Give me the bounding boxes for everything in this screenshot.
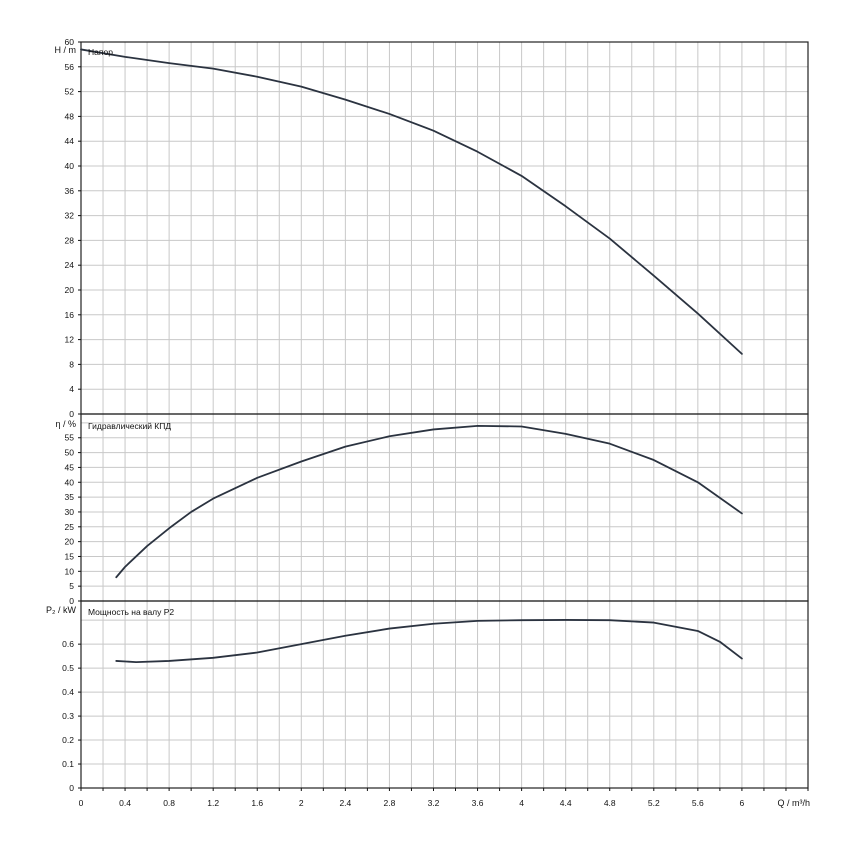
- panel-frames: [80, 41, 809, 789]
- x-tick-label: 0.4: [119, 798, 131, 808]
- y-tick-label: 60: [65, 37, 75, 47]
- y-tick-label: 0.6: [62, 639, 74, 649]
- y-tick-label: 0.5: [62, 663, 74, 673]
- y-tick-label: 0.4: [62, 687, 74, 697]
- grid-lines: [81, 42, 808, 788]
- head-panel-title: Напор: [88, 47, 113, 57]
- y-tick-label: 10: [65, 566, 75, 576]
- x-tick-label: 2: [299, 798, 304, 808]
- x-tick-label: 4: [519, 798, 524, 808]
- y-tick-label: 8: [69, 359, 74, 369]
- x-tick-label: 0.8: [163, 798, 175, 808]
- y-tick-label: 0: [69, 783, 74, 793]
- x-tick-label: 5.6: [692, 798, 704, 808]
- labels: 0481216202428323640444852566005101520253…: [62, 37, 809, 808]
- power-curve: [115, 619, 743, 664]
- y-tick-label: 40: [65, 477, 75, 487]
- x-tick-label: 5.2: [648, 798, 660, 808]
- y-tick-label: 16: [65, 310, 75, 320]
- efficiency-panel-title: Гидравлический КПД: [88, 421, 171, 431]
- x-tick-label: 0: [79, 798, 84, 808]
- y-tick-label: 0: [69, 596, 74, 606]
- power-panel-title: Мощность на валу P2: [88, 607, 174, 617]
- head-y-axis-label: H / m: [55, 45, 77, 55]
- efficiency-curve: [115, 424, 743, 579]
- y-tick-label: 48: [65, 111, 75, 121]
- x-tick-label: 3.6: [472, 798, 484, 808]
- y-tick-label: 28: [65, 235, 75, 245]
- y-tick-label: 30: [65, 507, 75, 517]
- y-tick-label: 0.3: [62, 711, 74, 721]
- y-tick-label: 15: [65, 551, 75, 561]
- y-tick-label: 12: [65, 335, 75, 345]
- curves: [80, 48, 743, 664]
- y-tick-label: 4: [69, 384, 74, 394]
- y-tick-label: 0.1: [62, 759, 74, 769]
- x-tick-label: 6: [740, 798, 745, 808]
- x-tick-label: 2.8: [384, 798, 396, 808]
- y-tick-label: 24: [65, 260, 75, 270]
- y-tick-label: 45: [65, 462, 75, 472]
- head-panel-frame: [80, 41, 809, 415]
- y-tick-label: 32: [65, 211, 75, 221]
- y-tick-label: 20: [65, 537, 75, 547]
- y-tick-label: 0.2: [62, 735, 74, 745]
- y-tick-label: 50: [65, 448, 75, 458]
- y-tick-label: 35: [65, 492, 75, 502]
- y-tick-label: 56: [65, 62, 75, 72]
- y-tick-label: 44: [65, 136, 75, 146]
- head-curve: [80, 48, 743, 355]
- y-tick-label: 20: [65, 285, 75, 295]
- x-tick-label: 4.8: [604, 798, 616, 808]
- y-tick-label: 5: [69, 581, 74, 591]
- efficiency-panel-frame: [80, 413, 809, 602]
- y-tick-label: 55: [65, 433, 75, 443]
- power-y-axis-label: P₂ / kW: [46, 605, 76, 615]
- y-tick-label: 40: [65, 161, 75, 171]
- x-tick-label: 2.4: [339, 798, 351, 808]
- efficiency-y-axis-label: η / %: [55, 419, 76, 429]
- y-tick-label: 0: [69, 409, 74, 419]
- x-tick-label: 1.6: [251, 798, 263, 808]
- y-tick-label: 36: [65, 186, 75, 196]
- x-tick-label: 1.2: [207, 798, 219, 808]
- power-panel-frame: [80, 600, 809, 789]
- y-tick-label: 52: [65, 87, 75, 97]
- y-tick-label: 25: [65, 522, 75, 532]
- x-tick-label: 4.4: [560, 798, 572, 808]
- x-axis-label: Q / m³/h: [777, 798, 810, 808]
- x-tick-label: 3.2: [428, 798, 440, 808]
